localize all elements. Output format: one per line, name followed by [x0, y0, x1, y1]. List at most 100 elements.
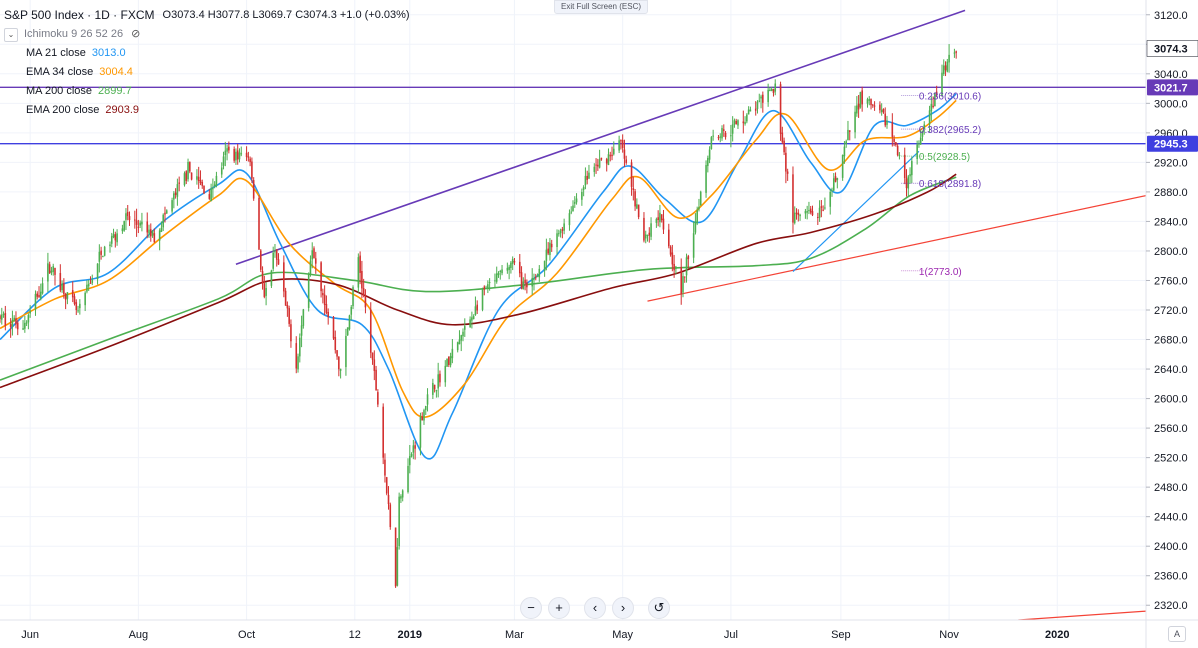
candle: [687, 255, 690, 260]
time-axis[interactable]: Jun Aug Oct 12 2019 Mar May Jul Sep Nov 2020: [0, 619, 1198, 641]
exit-fullscreen-button[interactable]: Exit Full Screen (ESC): [554, 0, 648, 14]
candle: [754, 108, 757, 111]
reset-chart-button[interactable]: ↺: [648, 597, 670, 619]
candle: [667, 229, 670, 247]
candle: [251, 161, 253, 179]
candle: [36, 293, 39, 297]
price-tick-label: 2760.0: [1154, 275, 1188, 287]
auto-scale-button[interactable]: A: [1168, 626, 1186, 642]
candle: [955, 51, 957, 53]
candle: [109, 244, 111, 247]
candle: [563, 223, 565, 231]
indicator-ma21[interactable]: MA 21 close 3013.0: [4, 44, 410, 63]
candle: [61, 283, 63, 291]
ichimoku-row[interactable]: ⌄ Ichimoku 9 26 52 26 ⊘: [4, 25, 410, 44]
candle: [238, 152, 241, 160]
candle: [655, 218, 658, 223]
candle: [66, 292, 69, 299]
candle: [650, 223, 652, 237]
hidden-eye-icon[interactable]: ⊘: [131, 28, 141, 40]
candle: [160, 227, 163, 232]
price-tick-label: 2520.0: [1154, 453, 1188, 465]
candle: [682, 276, 684, 293]
scroll-right-button[interactable]: ›: [612, 597, 634, 619]
indicator-ma200[interactable]: MA 200 close 2899.7: [4, 82, 410, 101]
candle: [921, 131, 924, 137]
candle: [944, 65, 947, 71]
candle: [469, 319, 471, 328]
candle: [235, 151, 237, 161]
scroll-left-button[interactable]: ‹: [584, 597, 606, 619]
candle: [9, 324, 12, 327]
candle: [494, 280, 496, 282]
candle: [508, 266, 510, 270]
candle: [336, 350, 338, 357]
candle: [934, 93, 936, 107]
indicator-ema200[interactable]: EMA 200 close 2903.9: [4, 101, 410, 120]
candle: [451, 348, 454, 359]
candle: [820, 206, 823, 208]
candle: [54, 267, 56, 275]
candle: [558, 233, 560, 235]
candle: [190, 172, 193, 180]
candle: [384, 459, 386, 476]
candle: [737, 120, 739, 126]
ma-line: [0, 93, 957, 460]
candle: [394, 527, 397, 587]
chevron-down-icon[interactable]: ⌄: [4, 27, 18, 42]
zoom-in-button[interactable]: +: [548, 597, 570, 619]
candle: [518, 261, 521, 274]
symbol-row: S&P 500 Index · 1D · FXCM O3073.4 H3077.…: [4, 6, 410, 25]
candle: [389, 504, 392, 528]
moving-averages: [0, 93, 957, 460]
candle: [762, 94, 764, 103]
candle: [744, 122, 746, 124]
candle: [286, 304, 289, 309]
candle: [646, 234, 649, 236]
candle: [259, 250, 262, 270]
candle: [916, 144, 918, 159]
indicator-ema34[interactable]: EMA 34 close 3004.4: [4, 63, 410, 82]
candle: [141, 221, 143, 225]
candle: [332, 316, 335, 339]
candle: [882, 108, 885, 113]
zoom-out-button[interactable]: −: [520, 597, 542, 619]
candle: [942, 65, 945, 75]
indicator-label: MA 200 close: [26, 85, 93, 97]
candle: [786, 171, 789, 174]
candle: [153, 233, 156, 243]
symbol-title[interactable]: S&P 500 Index · 1D · FXCM: [4, 8, 155, 22]
candle: [932, 105, 934, 107]
candle: [373, 359, 376, 371]
candle: [176, 184, 179, 197]
candle: [398, 496, 400, 547]
candle: [533, 278, 535, 280]
candle: [898, 154, 901, 157]
candle: [277, 259, 280, 265]
candle: [657, 217, 659, 221]
price-axis[interactable]: 2320.0 2360.0 2400.0 2440.0 2480.0 2520.0 2560…: [1145, 0, 1188, 648]
candle: [432, 382, 434, 395]
candle: [208, 194, 211, 199]
candle: [928, 110, 931, 125]
candle: [346, 327, 349, 336]
candle: [621, 139, 624, 148]
candle: [680, 267, 683, 295]
candle: [880, 109, 883, 112]
candle: [832, 178, 835, 191]
candle: [806, 211, 808, 213]
candle: [16, 322, 19, 330]
candle: [834, 176, 837, 182]
candle: [139, 222, 141, 226]
candle: [110, 236, 113, 244]
candle: [307, 273, 310, 308]
candle: [824, 207, 826, 209]
candle: [249, 158, 251, 163]
candle: [302, 309, 305, 326]
candle: [879, 104, 881, 111]
candle: [171, 200, 173, 212]
fib-level-label: 0.618(2891.8): [919, 179, 981, 190]
candle: [611, 154, 613, 157]
candle: [572, 205, 574, 212]
